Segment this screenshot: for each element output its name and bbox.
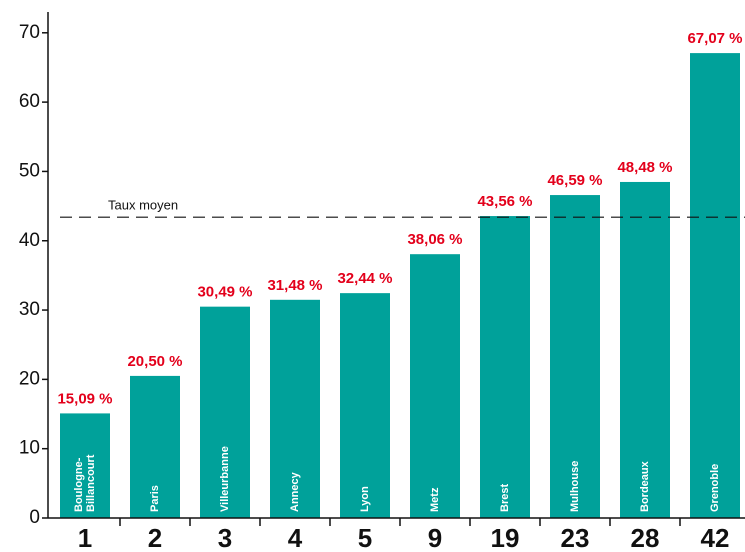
bar bbox=[480, 216, 530, 518]
value-label: 15,09 % bbox=[57, 390, 112, 407]
bar bbox=[130, 375, 180, 518]
bar bbox=[410, 254, 460, 519]
bar bbox=[690, 53, 740, 519]
value-label: 67,07 % bbox=[687, 30, 742, 47]
value-label: 20,50 % bbox=[127, 353, 182, 370]
x-tick-label: 23 bbox=[561, 523, 590, 552]
bar bbox=[340, 293, 390, 518]
bar bbox=[200, 306, 250, 518]
value-label: 46,59 % bbox=[547, 172, 602, 189]
reference-label: Taux moyen bbox=[108, 198, 178, 213]
x-tick-label: 1 bbox=[78, 523, 92, 552]
bar bbox=[270, 299, 320, 518]
value-label: 43,56 % bbox=[477, 193, 532, 210]
x-tick-label: 9 bbox=[428, 523, 442, 552]
y-tick-label: 10 bbox=[19, 438, 40, 459]
x-tick-label: 28 bbox=[631, 523, 660, 552]
y-tick-label: 0 bbox=[29, 507, 40, 528]
bar-label: Brest bbox=[499, 484, 511, 512]
y-tick-label: 30 bbox=[19, 299, 40, 320]
y-tick-label: 60 bbox=[19, 91, 40, 112]
bar-label: Grenoble bbox=[709, 464, 721, 512]
value-label: 48,48 % bbox=[617, 159, 672, 176]
bar bbox=[620, 181, 670, 518]
bar-label: Billancourt bbox=[85, 454, 97, 512]
y-tick-label: 20 bbox=[19, 368, 40, 389]
value-label: 31,48 % bbox=[267, 277, 322, 294]
value-label: 32,44 % bbox=[337, 270, 392, 287]
x-tick-label: 19 bbox=[491, 523, 520, 552]
y-tick-label: 40 bbox=[19, 230, 40, 251]
bar-label: Paris bbox=[149, 485, 161, 512]
bar-label: Bordeaux bbox=[639, 460, 651, 512]
value-label: 38,06 % bbox=[407, 231, 462, 248]
x-tick-label: 4 bbox=[288, 523, 303, 552]
y-tick-label: 50 bbox=[19, 160, 40, 181]
bar-label: Mulhouse bbox=[569, 461, 581, 512]
x-tick-label: 2 bbox=[148, 523, 162, 552]
bar-label: Lyon bbox=[359, 486, 371, 512]
x-tick-label: 5 bbox=[358, 523, 372, 552]
bar-label: Metz bbox=[429, 487, 441, 512]
bar-label: Annecy bbox=[289, 471, 301, 512]
value-label: 30,49 % bbox=[197, 284, 252, 301]
bar-label: Boulogne- bbox=[73, 457, 85, 512]
bar-label: Villeurbanne bbox=[219, 446, 231, 512]
bar bbox=[60, 413, 110, 518]
y-tick-label: 70 bbox=[19, 22, 40, 43]
x-tick-label: 42 bbox=[701, 523, 730, 552]
bar bbox=[550, 195, 600, 518]
x-tick-label: 3 bbox=[218, 523, 232, 552]
